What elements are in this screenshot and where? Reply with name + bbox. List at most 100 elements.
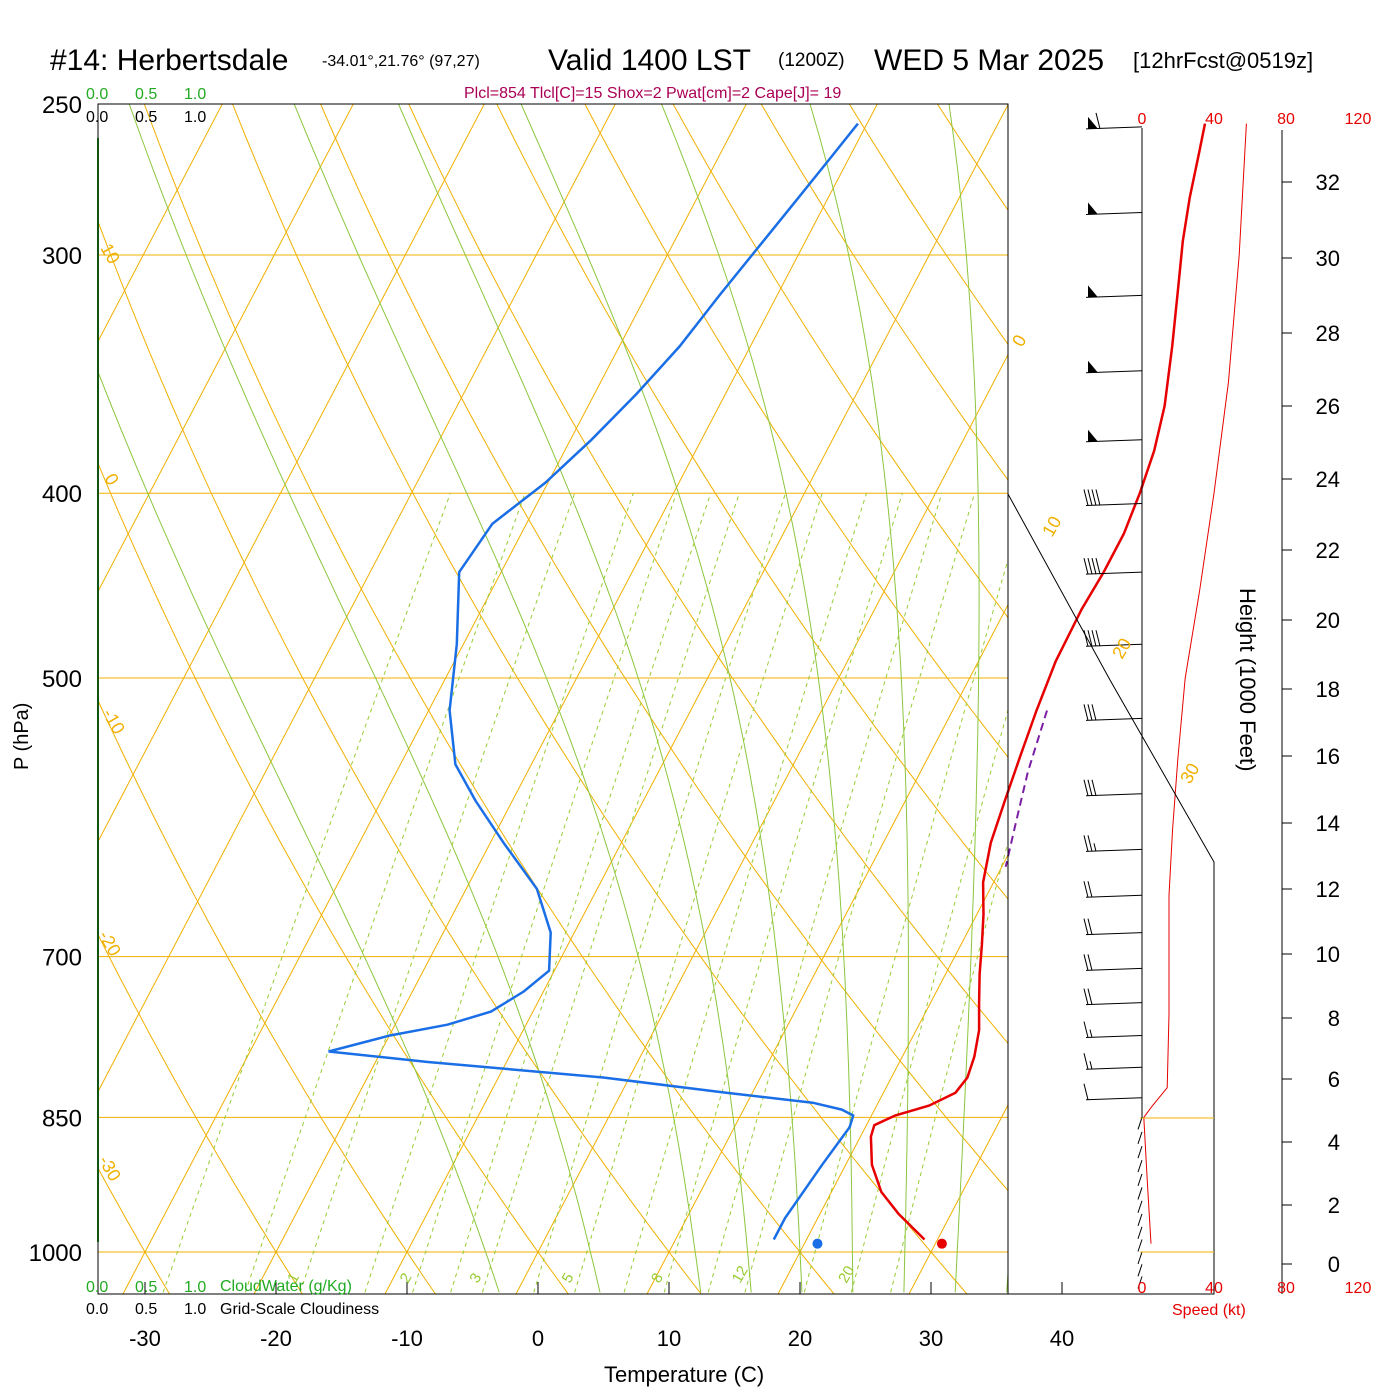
cloudiness-scale-bottom: 0.5 [135,1301,157,1318]
moist-adiabat [948,104,980,1293]
isotherm-line [1168,70,1400,1300]
x-tick-label: -30 [129,1326,161,1351]
wind-barb [1083,988,1143,1006]
wind-barb-feather [1083,988,1089,1005]
wind-barb-feather [1087,918,1093,935]
wind-barb-feather [1083,1083,1089,1100]
wind-barb-staff [1085,717,1143,721]
wind-barb [1085,202,1143,216]
wind-barb-lowlevel [1137,1159,1143,1173]
wind-barb-feather [1083,489,1089,506]
wind-barb-flag [1088,202,1098,215]
wind-barb-lowlevel [1137,1251,1143,1265]
zulu-time: (1200Z) [778,50,845,71]
wind-barb-staff [1085,1066,1143,1070]
moist-adiabat [661,104,854,1293]
mixing-ratio-line [803,558,1008,1293]
wind-barb-feather [1083,558,1089,575]
wind-barb-staff [1085,793,1143,797]
height-tick-label: 20 [1316,608,1340,633]
x-tick-label: 0 [532,1326,544,1351]
wind-barb-lowlevel [1137,1145,1143,1159]
dry-adiabat [231,104,968,1294]
wind-barb [1083,779,1143,797]
mixing-ratio-line [744,493,976,1293]
isotherm-label: -20 [95,927,125,960]
wind-barb [1083,489,1143,507]
y-axis-label: P (hPa) [11,703,33,770]
wind-barb-lowlevel [1137,1226,1143,1239]
wind-barb-feather [1083,954,1089,971]
mixing-ratio-label: 3 [466,1270,485,1286]
cloudiness-label: Grid-Scale Cloudiness [220,1301,379,1318]
mixing-ratio-line [533,493,786,1293]
mixing-ratio-label: 20 [835,1263,858,1286]
wind-barb [1085,360,1143,374]
moist-adiabat [809,104,909,1293]
wind-barb-feather [1083,779,1089,796]
surface-temperature-marker [936,1238,947,1249]
header-and-labels: 1 2 3 5 8 12 20100-10-20-300102030250300400500… [29,86,1372,1351]
wind-barb-staff [1085,503,1143,507]
dry-adiabat [98,933,304,1294]
wind-barb [1085,429,1143,443]
wind-barb [1083,835,1143,852]
wind-barb-lowlevel [1137,1131,1143,1145]
cloudiness-scale-top: 0.0 [86,109,108,126]
height-tick-label: 16 [1316,744,1340,769]
wind-barb-feather [1087,779,1093,796]
forecast-info: [12hrFcst@0519z] [1133,48,1313,73]
speed-tick-bottom: 40 [1205,1280,1223,1297]
mixing-ratio-line [364,493,634,1293]
wind-barb-staff [1085,1097,1143,1101]
pressure-tick-label: 850 [42,1105,82,1132]
mixing-ratio-line [481,493,740,1293]
isotherm-line [777,853,1008,1294]
wind-barb-lowlevel [1137,1173,1143,1187]
moist-adiabat [398,104,752,1293]
wind-barb-feather [1087,630,1093,647]
dry-adiabat [320,104,1008,1192]
mixing-ratio-line [663,493,903,1293]
dry-adiabat [1003,70,1400,1300]
background-grid [0,70,1400,1300]
wind-barb [1083,558,1143,575]
wind-barb-feather [1095,558,1101,575]
moist-adiabat [128,104,601,1293]
cloud-water-scale-top: 0.0 [86,86,108,103]
isotherm-line [253,104,878,1294]
x-tick-label: 10 [657,1326,681,1351]
cloudiness-scale-top: 1.0 [184,109,206,126]
wind-barb-staff [1085,643,1143,647]
wind-barb-flag [1088,360,1098,373]
x-tick-label: 30 [919,1326,943,1351]
wind-barb-feather [1083,881,1089,898]
plot-grid [0,70,1400,1300]
wind-barb-lowlevel [1137,1200,1143,1213]
wind-barb-lowlevel [1137,1213,1143,1227]
valid-time: Valid 1400 LST [548,44,751,77]
parcel-curve [1004,710,1048,868]
speed-axis-label: Speed (kt) [1172,1302,1246,1319]
mixing-ratio-line [162,493,451,1293]
mixing-ratio-label: 5 [559,1270,578,1286]
mixing-ratio-line [450,493,712,1293]
dry-adiabat [760,104,1008,481]
pressure-tick-label: 500 [42,666,82,693]
height-tick-label: 2 [1328,1193,1340,1218]
height-tick-label: 24 [1316,467,1340,492]
speed-tick-bottom: 120 [1345,1280,1372,1297]
height-tick-label: 0 [1328,1252,1340,1277]
wind-barb-staff [1085,894,1143,898]
pressure-tick-label: 300 [42,243,82,270]
wind-barb [1083,918,1143,936]
isotherm-line [98,104,616,1093]
mixing-ratio-line [574,493,823,1293]
dry-adiabat [0,70,40,1300]
cloud-water-label: CloudWater (g/Kg) [220,1278,352,1295]
wind-barb-feather [1087,954,1093,971]
wind-barb-feather [1095,112,1101,129]
cloudiness-scale-bottom: 1.0 [184,1301,206,1318]
x-tick-label: 40 [1050,1326,1074,1351]
